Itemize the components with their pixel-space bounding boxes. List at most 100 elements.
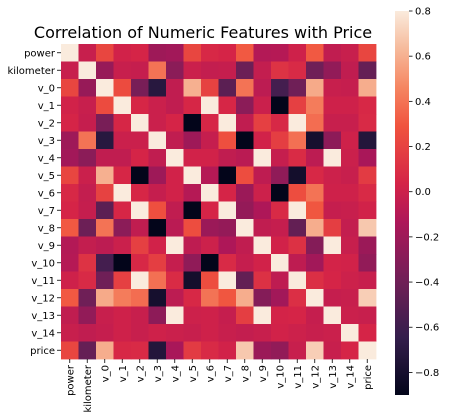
column-tick-label: v_9 <box>258 365 269 382</box>
heatmap-cell <box>218 61 237 80</box>
heatmap-cell <box>78 254 97 272</box>
heatmap-cell <box>78 149 97 167</box>
heatmap-cell <box>96 254 114 272</box>
heatmap-cell <box>323 219 342 237</box>
column-tick-label: v_11 <box>293 365 304 389</box>
heatmap-cell <box>201 219 219 237</box>
heatmap-cell <box>323 149 342 167</box>
heatmap-cell <box>236 96 254 115</box>
heatmap-cell <box>96 184 114 202</box>
heatmap-cell <box>148 271 167 290</box>
heatmap-cell <box>148 61 167 80</box>
heatmap-cell <box>183 79 202 97</box>
heatmap-cell <box>341 166 359 185</box>
row-tick-labels: power kilometer v_0 v_1 v_2 v_3 v_4 v_5 v_6 v_7 v_… <box>7 48 61 357</box>
heatmap-cell <box>96 201 114 220</box>
heatmap-cell <box>78 44 97 62</box>
heatmap-cell <box>61 44 79 62</box>
heatmap-cell <box>96 289 114 307</box>
heatmap-cell <box>131 324 149 342</box>
row-tick-label: v_3 <box>38 136 55 147</box>
heatmap-cell <box>218 341 237 360</box>
heatmap-cell <box>341 131 359 150</box>
heatmap-cell <box>183 201 202 220</box>
heatmap-cell <box>288 166 307 185</box>
heatmap-cell <box>271 79 289 97</box>
heatmap-cell <box>166 166 184 185</box>
heatmap-cell <box>341 44 359 62</box>
heatmap-cell <box>183 271 202 290</box>
heatmap-cell <box>148 44 167 62</box>
heatmap-cell <box>271 341 289 360</box>
heatmap-cell <box>96 236 114 255</box>
heatmap-cell <box>113 341 132 360</box>
heatmap-cell <box>78 201 97 220</box>
heatmap-cell <box>288 79 307 97</box>
heatmap-cell <box>78 324 97 342</box>
heatmap-cell <box>96 306 114 325</box>
heatmap-cell <box>236 149 254 167</box>
heatmap-cell <box>253 236 272 255</box>
heatmap-cell <box>288 149 307 167</box>
heatmap-cell <box>78 306 97 325</box>
heatmap-cell <box>253 271 272 290</box>
heatmap-cell <box>218 271 237 290</box>
heatmap-cell <box>61 149 79 167</box>
heatmap-cell <box>358 341 377 360</box>
column-tick-label: v_3 <box>153 365 164 382</box>
row-tick-label: kilometer <box>7 66 55 77</box>
heatmap-cell <box>358 149 377 167</box>
heatmap-cell <box>78 289 97 307</box>
colorbar-tick-label: −0.4 <box>415 278 439 289</box>
heatmap-cell <box>166 289 184 307</box>
heatmap-cell <box>288 324 307 342</box>
heatmap-cell <box>236 324 254 342</box>
heatmap-cell <box>288 61 307 80</box>
heatmap-cell <box>183 289 202 307</box>
heatmap-cell <box>253 324 272 342</box>
heatmap-cell <box>236 114 254 132</box>
heatmap-cell <box>96 271 114 290</box>
column-tick-label: v_4 <box>170 365 181 382</box>
heatmap-cell <box>131 61 149 80</box>
heatmap-cell <box>201 114 219 132</box>
heatmap-cell <box>288 341 307 360</box>
heatmap-cell <box>218 219 237 237</box>
heatmap-cell <box>113 131 132 150</box>
heatmap-cell <box>288 96 307 115</box>
heatmap-cell <box>183 306 202 325</box>
heatmap-cell <box>341 236 359 255</box>
heatmap-cell <box>61 324 79 342</box>
heatmap-cell <box>306 166 324 185</box>
heatmap-cell <box>113 114 132 132</box>
heatmap-cell <box>288 201 307 220</box>
heatmap-cell <box>306 271 324 290</box>
heatmap-cell <box>218 79 237 97</box>
heatmap-cell <box>201 184 219 202</box>
heatmap-cell <box>358 184 377 202</box>
row-tick-label: v_7 <box>38 206 55 217</box>
heatmap-cell <box>253 184 272 202</box>
heatmap-cell <box>201 236 219 255</box>
heatmap-cell <box>78 96 97 115</box>
colorbar-tick-label: 0.2 <box>415 142 431 153</box>
heatmap-cell <box>306 61 324 80</box>
column-tick-labels: power kilometer v_0 v_1 v_2 v_3 v_4 v_5 v_6 v_7 v_… <box>65 359 374 413</box>
heatmap-cell <box>166 149 184 167</box>
heatmap-cell <box>323 79 342 97</box>
heatmap-cell <box>131 131 149 150</box>
heatmap-cell <box>271 306 289 325</box>
colorbar-tick-label: 0.4 <box>415 97 431 108</box>
heatmap-cell <box>358 254 377 272</box>
heatmap-cell <box>131 44 149 62</box>
heatmap-cell <box>131 96 149 115</box>
row-tick-label: price <box>30 346 55 357</box>
heatmap-cell <box>236 184 254 202</box>
heatmap-cell <box>323 254 342 272</box>
heatmap-cell <box>253 254 272 272</box>
heatmap-cell <box>96 219 114 237</box>
heatmap-cell <box>358 44 377 62</box>
heatmap-cell <box>358 219 377 237</box>
heatmap-cell <box>183 254 202 272</box>
heatmap-cell <box>166 79 184 97</box>
